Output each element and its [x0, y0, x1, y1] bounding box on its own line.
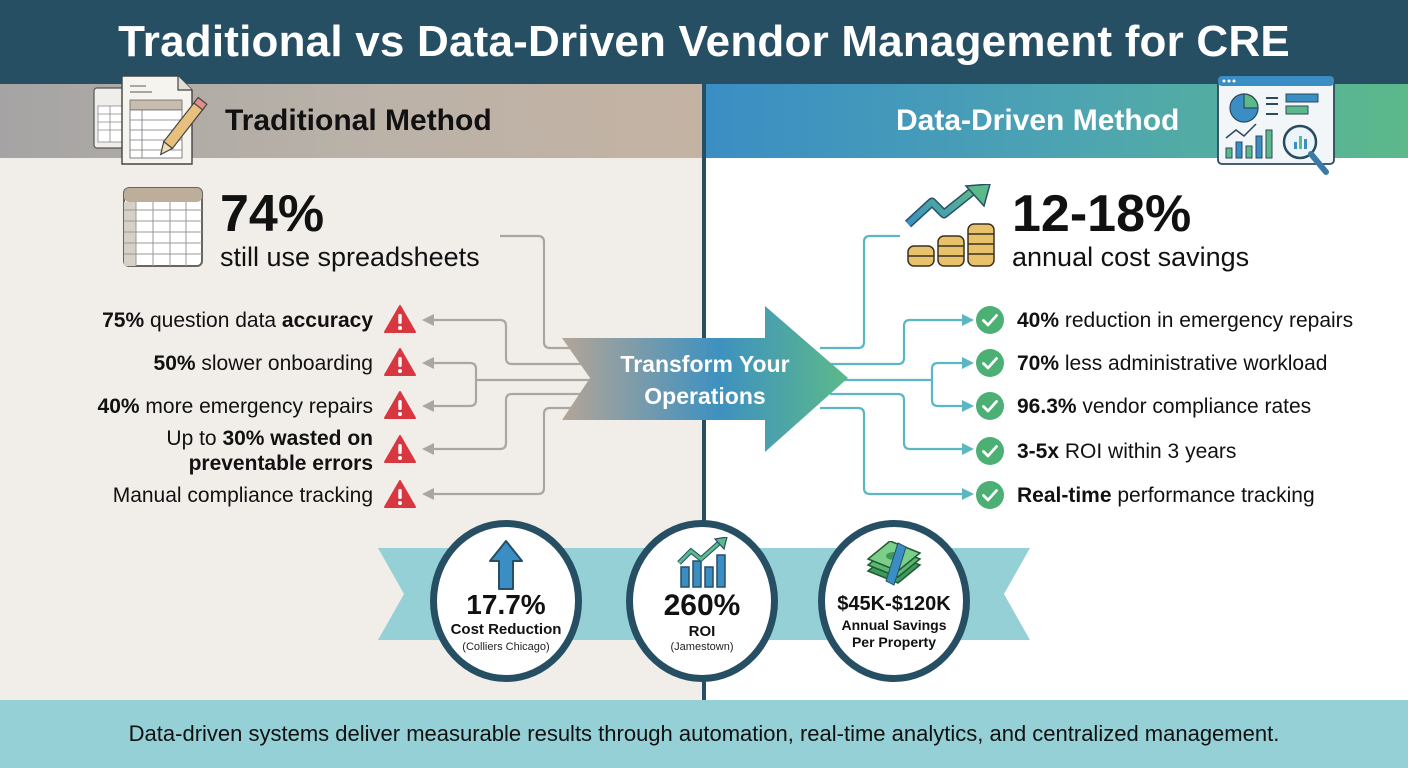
traditional-item-1: 75% question data accuracy: [102, 309, 373, 332]
footer-banner: Data-driven systems deliver measurable r…: [0, 700, 1408, 768]
badge-annual-savings: $45K-$120K Annual Savings Per Property: [818, 520, 970, 682]
transform-arrow-label: Transform Your Operations: [620, 351, 790, 409]
page-title: Traditional vs Data-Driven Vendor Manage…: [118, 17, 1290, 66]
traditional-heading: Traditional Method: [225, 104, 492, 137]
data-driven-item-2: 70% less administrative workload: [1017, 352, 1328, 375]
spreadsheet-icon: [123, 187, 203, 267]
traditional-item-4: Up to 30% wasted on preventable errors: [166, 427, 373, 475]
traditional-headline-label: still use spreadsheets: [220, 242, 480, 272]
warning-icon: [384, 480, 416, 508]
coins-growth-icon: [904, 184, 995, 267]
traditional-item-5: Manual compliance tracking: [112, 484, 373, 507]
traditional-headline-value: 74%: [220, 185, 325, 243]
footer-text: Data-driven systems deliver measurable r…: [128, 721, 1280, 746]
data-driven-item-1: 40% reduction in emergency repairs: [1017, 309, 1354, 332]
data-driven-item-5: Real-time performance tracking: [1017, 484, 1315, 507]
traditional-item-3: 40% more emergency repairs: [97, 395, 373, 418]
warning-icon: [384, 305, 416, 333]
check-icon: [976, 392, 1004, 420]
data-driven-headline-value: 12-18%: [1012, 185, 1192, 243]
data-driven-heading: Data-Driven Method: [896, 104, 1180, 137]
check-icon: [976, 481, 1004, 509]
warning-icon: [384, 435, 416, 463]
badge-cost-reduction: 17.7% Cost Reduction (Colliers Chicago): [430, 520, 582, 682]
check-icon: [976, 306, 1004, 334]
badge-roi: 260% ROI (Jamestown): [626, 520, 778, 682]
up-arrow-icon: [489, 540, 523, 590]
data-driven-item-3: 96.3% vendor compliance rates: [1017, 395, 1312, 418]
title-bar: Traditional vs Data-Driven Vendor Manage…: [0, 0, 1408, 84]
check-icon: [976, 437, 1004, 465]
data-driven-headline-label: annual cost savings: [1012, 242, 1250, 272]
growth-chart-icon: [677, 537, 728, 588]
check-icon: [976, 349, 1004, 377]
warning-icon: [384, 391, 416, 419]
analytics-dashboard-icon: [1217, 75, 1335, 175]
data-driven-item-4: 3-5x ROI within 3 years: [1017, 440, 1237, 463]
warning-icon: [384, 348, 416, 376]
traditional-item-2: 50% slower onboarding: [153, 352, 373, 375]
money-stack-icon: [866, 541, 922, 586]
document-pencil-icon: [93, 75, 208, 165]
